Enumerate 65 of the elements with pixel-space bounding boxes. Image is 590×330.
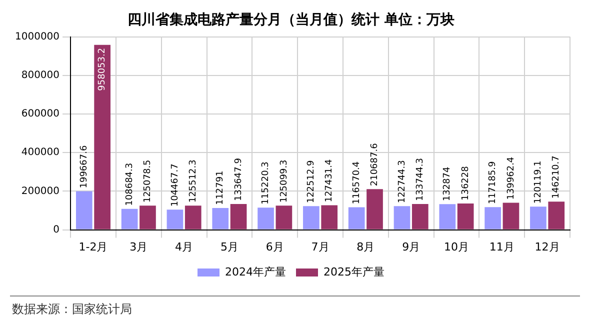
data-label: 127431.4 xyxy=(324,158,335,202)
bar xyxy=(548,202,565,230)
data-label: 108684.3 xyxy=(124,162,135,206)
data-label: 199667.6 xyxy=(80,145,90,188)
data-label: 125512.3 xyxy=(188,160,198,203)
bar xyxy=(366,189,383,230)
bar xyxy=(303,206,320,230)
data-label: 122744.3 xyxy=(397,160,408,204)
x-tick-label: 5月 xyxy=(220,240,238,254)
bar xyxy=(484,207,501,230)
bar xyxy=(258,208,274,230)
bar xyxy=(140,206,156,230)
bar xyxy=(394,206,410,230)
bar xyxy=(212,208,229,230)
data-label: 958053.2 xyxy=(98,48,108,91)
y-tick-label: 600000 xyxy=(21,108,60,120)
bar xyxy=(457,204,474,230)
bar xyxy=(76,191,92,230)
legend-label: 2025年产量 xyxy=(324,265,384,278)
x-tick-label: 8月 xyxy=(356,240,375,254)
data-label: 122512.9 xyxy=(306,160,317,204)
bar xyxy=(412,204,428,230)
source-note: 数据来源：国家统计局 xyxy=(12,302,132,316)
bar xyxy=(439,204,456,230)
y-tick-label: 1000000 xyxy=(14,31,60,42)
data-label: 210687.6 xyxy=(370,142,380,186)
x-tick-label: 1-2月 xyxy=(78,240,108,254)
y-tick-label: 200000 xyxy=(21,186,60,197)
x-tick-label: 10月 xyxy=(444,240,469,254)
data-label: 115220.3 xyxy=(261,162,272,205)
bar xyxy=(321,205,338,230)
y-tick-label: 400000 xyxy=(21,147,60,158)
x-tick-label: 11月 xyxy=(489,240,514,254)
x-tick-label: 3月 xyxy=(130,240,148,254)
data-label: 132874 xyxy=(442,166,453,202)
data-label: 125099.3 xyxy=(279,160,290,203)
bar xyxy=(530,206,546,230)
data-label: 117185.9 xyxy=(488,160,498,204)
bar xyxy=(94,44,110,230)
legend-label: 2024年产量 xyxy=(225,265,286,278)
x-tick-label: 7月 xyxy=(311,240,330,254)
data-label: 139962.4 xyxy=(506,156,516,200)
bar xyxy=(184,206,202,230)
data-label: 133744.3 xyxy=(416,158,426,201)
data-label: 120119.1 xyxy=(534,160,544,204)
data-label: 146210.7 xyxy=(552,156,562,199)
y-tick-label: 0 xyxy=(53,224,60,236)
x-tick-label: 4月 xyxy=(175,240,194,254)
data-label: 116570.4 xyxy=(352,161,362,204)
data-label: 112791 xyxy=(216,170,226,206)
x-tick-label: 6月 xyxy=(266,240,284,254)
bar xyxy=(166,210,184,230)
bar xyxy=(121,208,138,230)
data-label: 133647.9 xyxy=(234,158,244,202)
y-tick-label: 800000 xyxy=(21,70,60,81)
bar xyxy=(502,202,520,230)
x-tick-label: 12月 xyxy=(534,240,560,254)
x-tick-label: 9月 xyxy=(402,240,420,254)
bar xyxy=(230,204,247,230)
bar xyxy=(276,206,292,230)
chart-title: 四川省集成电路产量分月（当月值）统计 单位：万块 xyxy=(128,11,454,28)
data-label: 104467.7 xyxy=(170,164,180,207)
bar xyxy=(348,207,365,230)
data-label: 125078.5 xyxy=(143,160,154,203)
data-label: 136228 xyxy=(460,166,471,201)
